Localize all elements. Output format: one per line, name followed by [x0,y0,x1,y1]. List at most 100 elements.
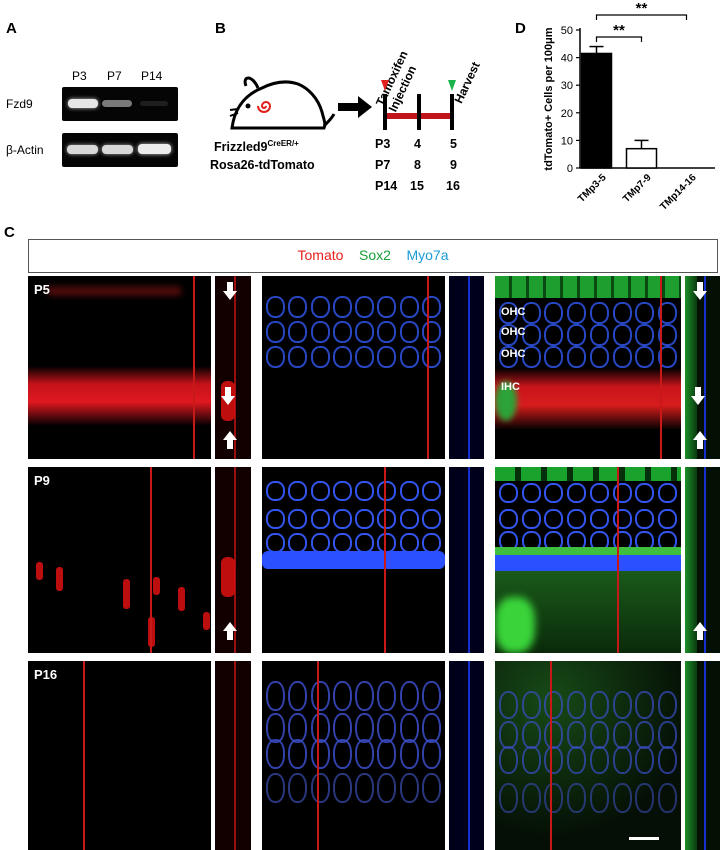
tomato-cell [148,617,155,647]
cell [567,721,587,749]
ortho-line [468,467,470,653]
cell [288,346,308,368]
cell-row [266,739,441,769]
cell [399,509,419,529]
ortho-line [704,661,706,850]
cell [421,533,441,553]
cell [567,509,587,529]
cell [288,509,308,529]
micrograph-p16-merge-side [685,661,720,850]
cell [421,296,441,318]
cell [399,481,419,501]
cell [332,681,352,711]
cell [499,483,518,503]
tomato-cell [203,612,210,630]
y-axis-label: tdTomato+ Cells per 100μm [543,27,555,170]
cell [612,346,632,368]
mouse-line-1-name: Frizzled9 [214,140,268,155]
cell-row [499,691,677,719]
arrow-up-icon [223,622,237,640]
micrograph-p16-blue [262,661,445,850]
cell [499,324,518,346]
cell [544,346,564,368]
lane-label-p14: P14 [141,69,163,83]
cell-row [266,321,441,343]
cell-row [499,324,677,346]
ohc-label: OHC [501,306,526,318]
cell [612,783,632,813]
cell [521,746,541,774]
cell [355,509,375,529]
cell [635,509,655,529]
cell [421,681,441,711]
y-tick-label: 50 [561,25,573,37]
cell [310,346,330,368]
ohc-label: OHC [501,348,526,360]
cell-row [266,533,441,553]
cell [421,346,441,368]
cell [657,721,677,749]
panel-a-label: A [6,20,17,37]
micrograph-p16-red-side [215,661,251,850]
band-fzd9-p7 [102,100,132,107]
cell [589,691,609,719]
cell-row [266,296,441,318]
gel-fzd9 [62,87,178,121]
cell [421,773,441,803]
micrograph-p5-blue [262,276,445,459]
y-tick-label: 20 [561,108,573,120]
cell [332,321,352,343]
cell [521,783,541,813]
cell [612,509,632,529]
cell [421,481,441,501]
micrograph-p9-blue [262,467,445,653]
y-tick-label: 40 [561,53,573,65]
row-label-p16: P16 [34,667,58,682]
cell [589,509,609,529]
cell [635,346,655,368]
cell [377,346,397,368]
micrograph-p9-red-side [215,467,251,653]
panel-c-label: C [4,224,15,241]
cell [377,681,397,711]
cell [332,773,352,803]
cell [499,302,518,324]
cell [377,296,397,318]
schedule-r3-c2: 15 [410,179,424,193]
micrograph-p16-red: P16 [28,661,211,850]
significance-bracket [595,14,688,20]
cell-row [266,509,441,529]
cell [310,739,330,769]
cell [589,302,609,324]
schedule-r1-c3: 5 [450,137,457,151]
cell [521,324,541,346]
cell [544,302,564,324]
cell [421,321,441,343]
cell [310,533,330,553]
cell-row [266,346,441,368]
cell [589,324,609,346]
sox2-side [685,467,697,653]
cell [657,691,677,719]
cell [657,783,677,813]
schedule-r1-c2: 4 [414,137,421,151]
cell [567,691,587,719]
panel-b-label: B [215,20,226,37]
cell [589,483,609,503]
cell [266,533,285,553]
cell [544,691,564,719]
ortho-line [234,467,236,653]
legend-tomato: Tomato [297,247,344,263]
cell [635,783,655,813]
ortho-line-vertical [193,276,195,459]
legend-myo7a: Myo7a [406,247,449,263]
lane-label-p7: P7 [107,69,122,83]
ortho-line [234,661,236,850]
micrograph-p5-red-side [215,276,251,459]
ortho-line [468,661,470,850]
cell [567,302,587,324]
cell [657,483,677,503]
cell [310,509,330,529]
cell-row [499,302,677,324]
cell [288,533,308,553]
